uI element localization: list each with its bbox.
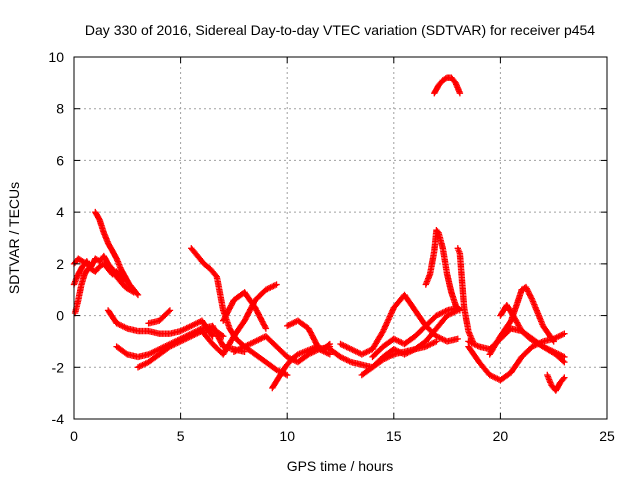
y-tick-label: 6 (56, 152, 64, 168)
data-marks-trace-g (134, 325, 227, 371)
grid-lines (74, 57, 607, 419)
series-trace-h (145, 307, 174, 327)
y-tick-label: -4 (52, 411, 65, 427)
data-marks-trace-k (220, 289, 270, 332)
data-marks-trace-n (284, 317, 334, 358)
series-trace-q (358, 307, 461, 379)
series-trace-s (422, 227, 464, 314)
x-tick-label: 25 (599, 428, 615, 444)
series-trace-y (497, 302, 568, 366)
data-marks-trace-s (422, 227, 464, 314)
x-tick-label: 20 (493, 428, 509, 444)
data-marks-trace-c (71, 263, 95, 317)
axis-ticks: 0 5 10 15 20 25 -4 -2 0 2 4 6 8 10 (48, 49, 615, 444)
series-trace-g (134, 325, 227, 371)
data-marks-trace-i (188, 245, 291, 379)
x-tick-label: 15 (386, 428, 402, 444)
y-axis-label: SDTVAR / TECUs (6, 182, 22, 294)
series-trace-r (369, 304, 461, 361)
data-points (70, 74, 568, 394)
y-tick-label: -2 (52, 359, 65, 375)
series-trace-k (220, 289, 270, 332)
series-trace-d (92, 208, 137, 293)
x-tick-label: 10 (279, 428, 295, 444)
y-tick-label: 2 (56, 256, 64, 272)
series-trace-n (284, 317, 334, 358)
data-marks-trace-q (358, 307, 461, 379)
series-trace-c (71, 263, 95, 317)
x-axis-label: GPS time / hours (287, 458, 394, 474)
data-marks-trace-r (369, 304, 461, 361)
data-marks-trace-j (198, 281, 280, 358)
y-tick-label: 8 (56, 101, 64, 117)
plot-frame (73, 56, 608, 420)
data-marks-trace-z (544, 371, 568, 394)
data-marks-trace-d (92, 208, 137, 293)
data-marks-trace-t (431, 74, 464, 97)
x-tick-label: 5 (177, 428, 185, 444)
data-marks-trace-h (145, 307, 174, 327)
series-trace-z (544, 371, 568, 394)
x-tick-label: 0 (70, 428, 78, 444)
y-tick-label: 10 (48, 49, 64, 65)
series-trace-t (431, 74, 464, 97)
y-tick-label: 4 (56, 204, 64, 220)
y-tick-label: 0 (56, 308, 64, 324)
series-trace-j (198, 281, 280, 358)
data-marks-trace-u (454, 245, 476, 345)
data-marks-trace-y (497, 302, 568, 366)
chart-title: Day 330 of 2016, Sidereal Day-to-day VTE… (85, 22, 595, 38)
series-trace-i (188, 245, 291, 379)
series-trace-u (454, 245, 476, 345)
